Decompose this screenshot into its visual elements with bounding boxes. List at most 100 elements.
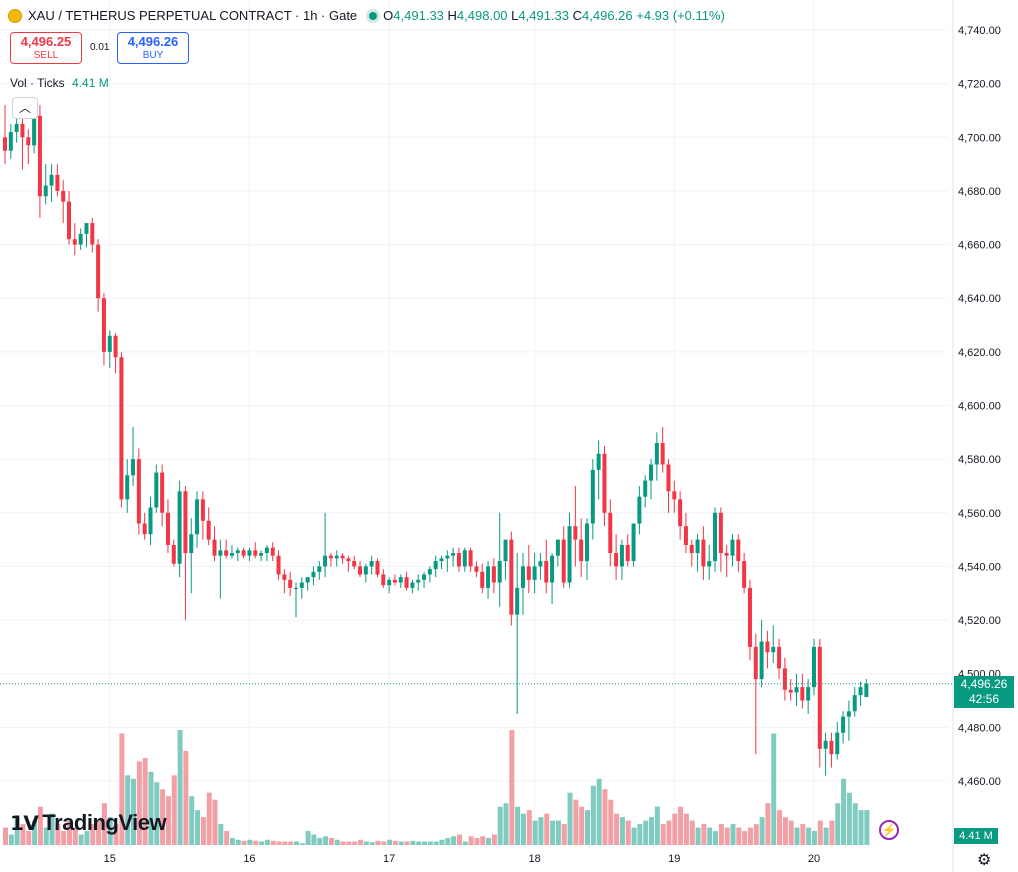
volume-bar [55,824,61,845]
volume-bar [346,841,352,845]
volume-bar [3,827,8,845]
volume-bar [416,841,422,845]
gear-icon[interactable]: ⚙ [977,852,992,869]
volume-bar [747,827,753,845]
candle-body [381,574,386,586]
candle-body [555,539,560,556]
volume-bar [154,782,160,845]
volume-bar [852,803,858,845]
sell-label: SELL [33,50,59,61]
candle-body [224,550,229,556]
candle-body [829,740,834,755]
volume-bar [596,778,602,845]
volume-bar [637,824,643,845]
volume-legend[interactable]: Vol · Ticks 4.41 M [10,76,109,90]
volume-bar [817,820,823,845]
symbol-title[interactable]: XAU / TETHERUS PERPETUAL CONTRACT · 1h ·… [28,8,358,23]
candle-body [311,571,316,578]
volume-bar [451,836,457,845]
volume-bar [381,841,387,845]
volume-bar [678,806,684,845]
candle-body [788,689,793,693]
chevron-up-icon[interactable]: ︿ [12,97,38,119]
candle-body [608,512,613,554]
candle-body [817,646,822,749]
volume-bar [573,799,579,845]
sell-button[interactable]: 4,496.25 SELL [10,32,82,64]
candle-body [858,687,863,696]
candle-body [474,566,479,572]
candle-body [183,491,188,554]
volume-bar [334,839,340,845]
x-tick-label: 15 [104,853,116,865]
candle-body [649,464,654,481]
buy-button[interactable]: 4,496.26 BUY [117,32,189,64]
candle-body [294,587,298,589]
volume-bar [113,824,119,845]
candle-body [462,550,467,567]
candle-body [480,571,485,588]
candle-body [398,577,403,583]
volume-bar [165,796,171,845]
volume-bar [771,733,777,845]
volume-bar [358,839,364,845]
volume-bar [491,834,497,845]
volume-bar [37,806,43,845]
volume-bar [538,817,544,845]
candle-body [165,512,170,545]
volume-bar [660,824,666,845]
candle-body [625,544,630,562]
candle-body [491,566,496,583]
candle-body [439,558,444,562]
candle-body [96,244,101,299]
volume-bar [515,806,521,845]
volume-bar [218,824,224,845]
candle-body [427,569,432,575]
candle-body [8,131,13,151]
volume-bar [619,817,625,845]
volume-bar [90,824,96,845]
candle-body [78,233,83,245]
volume-bar [654,806,660,845]
volume-bar [829,820,835,845]
volume-bar [78,834,84,845]
tradingview-logo[interactable]: 𝟭𝗩 TradingView [10,810,167,836]
candle-body [777,646,782,669]
candle-body [154,472,159,508]
candle-body [747,587,752,647]
volume-bar [724,827,730,845]
candle-body [689,544,694,554]
volume-bar [614,813,620,845]
candle-body [270,547,275,556]
lightning-icon[interactable]: ⚡ [879,820,899,840]
candle-body [806,687,811,701]
candle-body [713,512,718,562]
volume-bar [794,827,800,845]
candle-body [846,711,851,717]
volume-bar [305,831,311,845]
candle-body [43,185,48,197]
volume-bar [672,813,678,845]
candle-body [387,579,392,586]
candle-body [736,539,741,562]
volume-bar [823,827,829,845]
candle-body [544,561,549,583]
volume-bar [544,813,550,845]
volume-bar [14,817,20,845]
market-open-icon [369,11,378,20]
volume-bar [422,841,428,845]
candle-body [14,123,19,132]
candle-body [718,512,723,554]
y-tick-label: 4,660.00 [958,240,1001,252]
candle-body [742,561,747,588]
tradingview-wordmark: TradingView [42,810,167,835]
volume-bar [858,810,864,845]
candle-body [37,115,42,197]
candle-body [509,539,514,615]
candle-body [375,561,380,575]
ohlc-values: O4,491.33 H4,498.00 L4,491.33 C4,496.26 … [383,8,725,23]
volume-bar [96,820,102,845]
volume-bar [43,827,49,845]
candle-body [497,561,502,583]
